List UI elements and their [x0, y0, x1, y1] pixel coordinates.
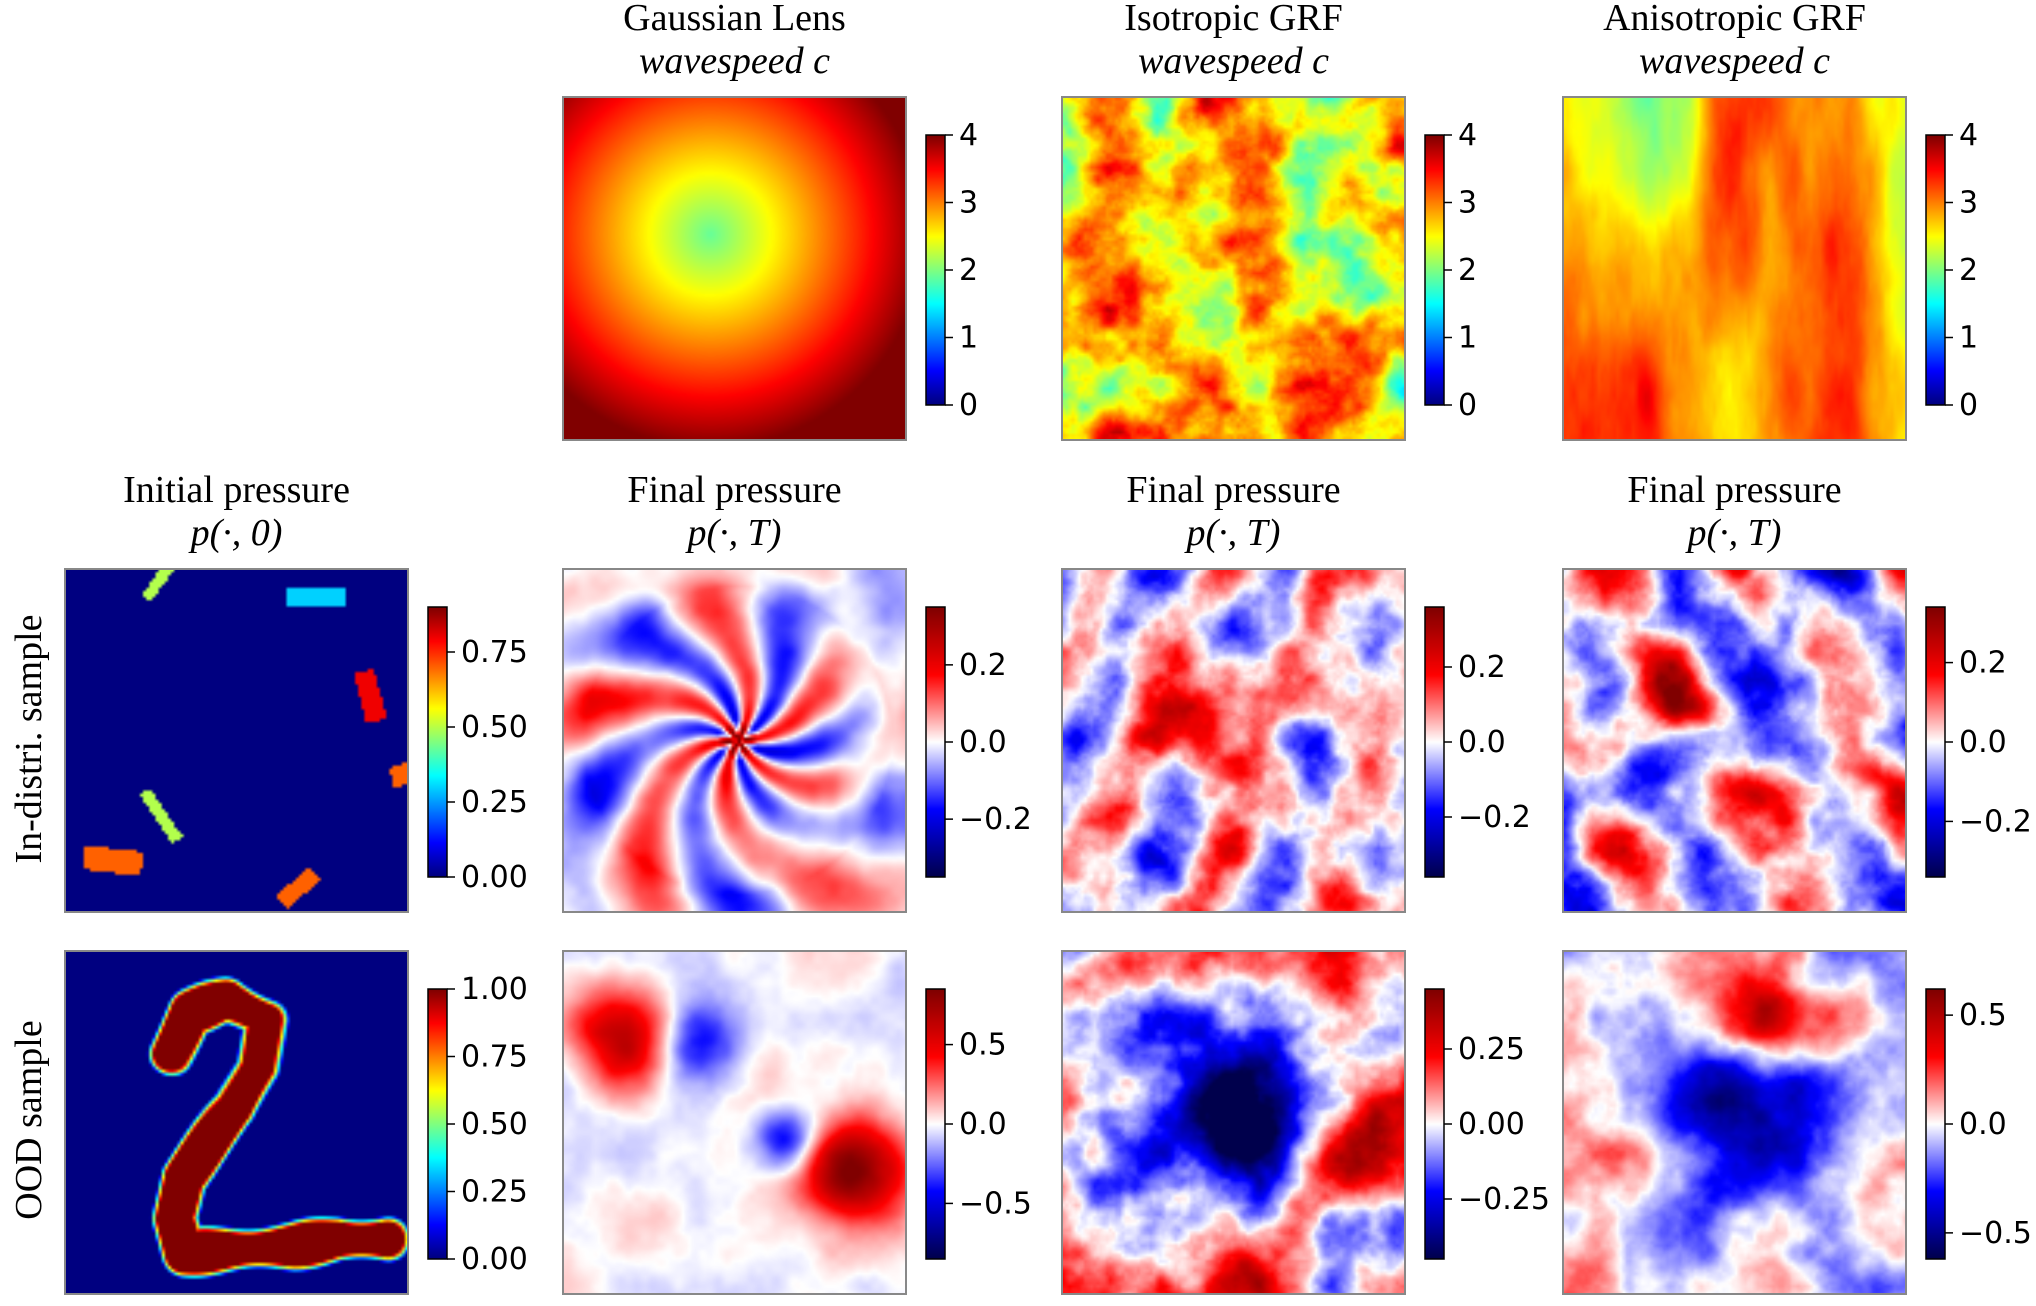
colorbar-tick-label-indistri-final-aniso: 0.2	[1959, 646, 2007, 681]
panel-title-anisotropic-grf-wavespeed-0: Anisotropic GRF	[1603, 0, 1866, 39]
colorbar-tick-label-ood-final-lens: 0.5	[959, 1028, 1007, 1063]
colorbar-tick-label-ood-initial-pressure: 0.50	[461, 1107, 528, 1142]
panel-title-indistri-final-lens-1: p(·, T)	[685, 512, 782, 554]
colorbar-tick-label-isotropic-grf-wavespeed: 0	[1458, 388, 1477, 423]
heatmap-ood-final-iso	[1062, 951, 1405, 1294]
panel-title-indistri-initial-pressure-1: p(·, 0)	[188, 512, 283, 554]
colorbar-tick-label-ood-initial-pressure: 0.25	[461, 1175, 528, 1210]
colorbar-tick-label-ood-final-aniso: −0.5	[1959, 1216, 2032, 1251]
heatmap-ood-final-lens	[563, 951, 906, 1294]
colorbar-tick-label-indistri-initial-pressure: 0.50	[461, 710, 528, 745]
colorbar-indistri-final-aniso	[1926, 607, 1945, 877]
colorbar-tick-label-indistri-final-iso: 0.0	[1458, 725, 1506, 760]
panel-frame-indistri-final-aniso	[1562, 568, 1907, 913]
panel-title-indistri-final-iso-0: Final pressure	[1126, 469, 1340, 511]
colorbar-tick-label-indistri-final-lens: −0.2	[959, 802, 1032, 837]
colorbar-tick-label-indistri-final-aniso: 0.0	[1959, 725, 2007, 760]
colorbar-tick-label-ood-final-iso: 0.00	[1458, 1107, 1525, 1142]
colorbar-tick-label-ood-final-aniso: 0.5	[1959, 998, 2007, 1033]
colorbar-tick-label-isotropic-grf-wavespeed: 1	[1458, 321, 1477, 356]
colorbar-tick-label-indistri-final-iso: 0.2	[1458, 650, 1506, 685]
colorbar-tick-label-ood-final-iso: −0.25	[1458, 1182, 1550, 1217]
row-label-ood: OOD sample	[8, 1020, 50, 1219]
colorbar-tick-label-isotropic-grf-wavespeed: 4	[1458, 118, 1477, 153]
panel-frame-indistri-initial-pressure	[64, 568, 409, 913]
colorbar-tick-label-gaussian-lens-wavespeed: 2	[959, 253, 978, 288]
panel-title-gaussian-lens-wavespeed-1: wavespeed c	[639, 40, 830, 82]
panel-title-isotropic-grf-wavespeed-0: Isotropic GRF	[1124, 0, 1343, 39]
colorbar-frame-indistri-initial-pressure	[427, 606, 448, 878]
colorbar-tick-label-indistri-final-lens: 0.2	[959, 648, 1007, 683]
colorbar-tick-label-gaussian-lens-wavespeed: 1	[959, 321, 978, 356]
colorbar-tick-label-isotropic-grf-wavespeed: 2	[1458, 253, 1477, 288]
colorbar-indistri-initial-pressure	[428, 607, 447, 877]
colorbar-tick-label-anisotropic-grf-wavespeed: 3	[1959, 186, 1978, 221]
colorbar-tick-label-ood-initial-pressure: 0.00	[461, 1242, 528, 1277]
heatmap-images	[65, 97, 1945, 1294]
heatmap-ood-final-aniso	[1563, 951, 1906, 1294]
colorbar-anisotropic-grf-wavespeed	[1926, 135, 1945, 405]
colorbar-ood-final-iso	[1425, 989, 1444, 1259]
panel-frame-ood-initial-pressure	[64, 950, 409, 1295]
colorbar-tick-label-indistri-final-aniso: −0.2	[1959, 804, 2032, 839]
colorbar-tick-label-ood-final-aniso: 0.0	[1959, 1107, 2007, 1142]
colorbar-tick-label-indistri-initial-pressure: 0.25	[461, 785, 528, 820]
colorbar-tick-label-ood-final-lens: −0.5	[959, 1186, 1032, 1221]
panel-frame-ood-final-aniso	[1562, 950, 1907, 1295]
colorbar-tick-label-indistri-final-iso: −0.2	[1458, 800, 1531, 835]
heatmap-ood-initial-pressure	[65, 951, 408, 1294]
panel-frame-gaussian-lens-wavespeed	[562, 96, 907, 441]
heatmap-anisotropic-grf-wavespeed	[1563, 97, 1906, 440]
colorbar-ood-final-lens	[926, 989, 945, 1259]
colorbar-tick-label-indistri-initial-pressure: 0.75	[461, 635, 528, 670]
colorbar-tick-label-indistri-initial-pressure: 0.00	[461, 860, 528, 895]
panel-frame-indistri-final-iso	[1061, 568, 1406, 913]
panel-title-indistri-initial-pressure-0: Initial pressure	[123, 469, 350, 511]
panel-frame-ood-final-iso	[1061, 950, 1406, 1295]
panel-title-anisotropic-grf-wavespeed-1: wavespeed c	[1639, 40, 1830, 82]
colorbar-tick-label-ood-final-iso: 0.25	[1458, 1032, 1525, 1067]
colorbar-ood-initial-pressure	[428, 989, 447, 1259]
heatmap-indistri-final-iso	[1062, 569, 1405, 912]
colorbar-tick-label-ood-initial-pressure: 1.00	[461, 972, 528, 1007]
colorbar-tick-label-gaussian-lens-wavespeed: 4	[959, 118, 978, 153]
heatmap-indistri-initial-pressure	[65, 569, 408, 912]
colorbar-indistri-final-lens	[926, 607, 945, 877]
colorbar-ood-final-aniso	[1926, 989, 1945, 1259]
colorbar-tick-label-isotropic-grf-wavespeed: 3	[1458, 186, 1477, 221]
heatmap-indistri-final-aniso	[1563, 569, 1906, 912]
colorbar-tick-label-anisotropic-grf-wavespeed: 0	[1959, 388, 1978, 423]
colorbar-tick-label-ood-final-lens: 0.0	[959, 1107, 1007, 1142]
panel-title-indistri-final-lens-0: Final pressure	[627, 469, 841, 511]
colorbar-isotropic-grf-wavespeed	[1425, 135, 1444, 405]
panel-title-indistri-final-aniso-0: Final pressure	[1627, 469, 1841, 511]
panel-title-isotropic-grf-wavespeed-1: wavespeed c	[1138, 40, 1329, 82]
colorbar-tick-label-indistri-final-lens: 0.0	[959, 725, 1007, 760]
panel-frame-anisotropic-grf-wavespeed	[1562, 96, 1907, 441]
row-label-indistri: In-distri. sample	[8, 614, 50, 863]
panel-frame-isotropic-grf-wavespeed	[1061, 96, 1406, 441]
colorbar-tick-label-gaussian-lens-wavespeed: 0	[959, 388, 978, 423]
panel-title-gaussian-lens-wavespeed-0: Gaussian Lens	[623, 0, 846, 39]
heatmap-gaussian-lens-wavespeed	[563, 97, 906, 440]
colorbar-tick-label-anisotropic-grf-wavespeed: 1	[1959, 321, 1978, 356]
panel-title-indistri-final-iso-1: p(·, T)	[1184, 512, 1281, 554]
colorbar-tick-label-gaussian-lens-wavespeed: 3	[959, 186, 978, 221]
panel-title-indistri-final-aniso-1: p(·, T)	[1685, 512, 1782, 554]
colorbar-indistri-final-iso	[1425, 607, 1444, 877]
colorbar-gaussian-lens-wavespeed	[926, 135, 945, 405]
panel-frame-ood-final-lens	[562, 950, 907, 1295]
colorbar-tick-label-ood-initial-pressure: 0.75	[461, 1040, 528, 1075]
colorbar-tick-label-anisotropic-grf-wavespeed: 2	[1959, 253, 1978, 288]
heatmap-indistri-final-lens	[563, 569, 906, 912]
heatmap-isotropic-grf-wavespeed	[1062, 97, 1405, 440]
panel-frames	[64, 96, 1953, 1295]
colorbar-tick-label-anisotropic-grf-wavespeed: 4	[1959, 118, 1978, 153]
panel-frame-indistri-final-lens	[562, 568, 907, 913]
